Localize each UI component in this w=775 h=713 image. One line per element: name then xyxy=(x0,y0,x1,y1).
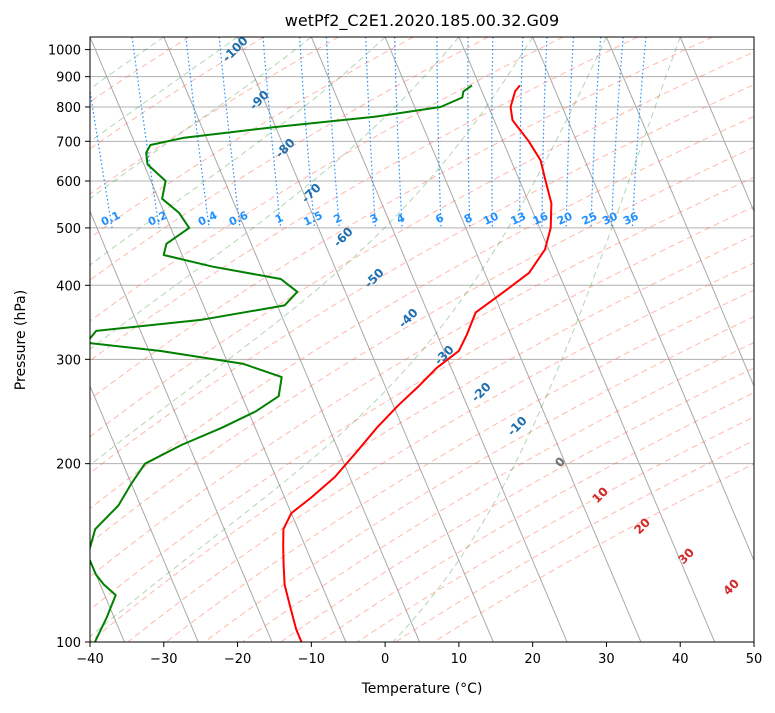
chart-title: wetPf2_C2E1.2020.185.00.32.G09 xyxy=(285,11,559,31)
isotherm-line xyxy=(90,37,346,642)
dry-adiabat-line xyxy=(243,37,775,642)
y-tick-label: 700 xyxy=(56,135,81,150)
moist-adiabat-line xyxy=(393,37,680,642)
mixing-ratio-label: 13 xyxy=(509,210,528,228)
mixing-ratio-line xyxy=(437,37,441,228)
mixing-ratio-label: 0.2 xyxy=(146,209,169,229)
mixing-ratio-label: 25 xyxy=(580,210,599,228)
mixing-ratio-line xyxy=(492,37,493,228)
y-tick-label: 100 xyxy=(56,636,81,651)
dry-adiabat-line xyxy=(357,37,775,642)
y-tick-label: 600 xyxy=(56,175,81,190)
dry-adiabat-line xyxy=(396,37,775,642)
dry-adiabat-line xyxy=(0,37,638,642)
y-tick-label: 900 xyxy=(56,71,81,86)
series-layer xyxy=(87,85,552,642)
y-tick-label: 200 xyxy=(56,458,81,473)
mixing-ratio-label: 6 xyxy=(433,211,446,226)
dry-adiabat-line xyxy=(128,37,775,642)
dry-adiabat-line xyxy=(0,37,563,642)
dry-adiabat-line xyxy=(0,37,775,642)
dry-adiabat-line xyxy=(90,37,775,642)
axis-layer: 1002003004005006007008009001000−40−30−20… xyxy=(48,44,762,667)
mixing-ratio-layer xyxy=(82,37,646,228)
mixing-ratio-line xyxy=(566,37,573,228)
mixing-ratio-line xyxy=(395,37,403,228)
x-tick-label: 40 xyxy=(672,652,689,667)
mixing-ratio-label: 3 xyxy=(368,211,380,226)
mixing-ratio-label: 2 xyxy=(332,211,344,226)
mixing-ratio-line xyxy=(612,37,624,228)
mixing-ratio-label: 0.6 xyxy=(227,209,250,229)
moist-adiabat-line xyxy=(0,37,385,642)
mixing-ratio-line xyxy=(366,37,376,228)
temperature-label: 40 xyxy=(720,576,742,598)
x-tick-label: −10 xyxy=(298,652,325,667)
y-tick-label: 400 xyxy=(56,279,81,294)
isotherm-label: -80 xyxy=(273,136,298,161)
adiabat-layer xyxy=(0,37,775,642)
mixing-ratio-label: 1 xyxy=(273,211,285,226)
isotherm-line xyxy=(0,37,198,642)
x-tick-label: 30 xyxy=(598,652,615,667)
mixing-ratio-line xyxy=(82,37,112,228)
mixing-ratio-label: 1.5 xyxy=(301,209,324,229)
moist-adiabat-line xyxy=(84,37,607,642)
x-tick-label: −30 xyxy=(150,652,177,667)
temperature-label: 0 xyxy=(552,454,568,470)
isotherm-label: -70 xyxy=(299,181,324,206)
dry-adiabat-line xyxy=(434,37,775,642)
temperature-label: 10 xyxy=(589,484,611,506)
mixing-ratio-label: 4 xyxy=(395,211,408,226)
isotherm-label: -40 xyxy=(396,306,421,331)
mixing-ratio-line xyxy=(186,37,209,228)
temperature-label: 20 xyxy=(631,515,653,537)
y-axis-label: Pressure (hPa) xyxy=(13,290,29,390)
mixing-ratio-line xyxy=(468,37,470,228)
isotherm-line xyxy=(385,37,641,642)
x-tick-label: −40 xyxy=(76,652,103,667)
dry-adiabat-line xyxy=(281,37,775,642)
dry-adiabat-line xyxy=(0,37,339,642)
isotherm-line xyxy=(16,37,272,642)
moist-adiabat-line xyxy=(0,37,459,642)
isotherm-line xyxy=(680,37,775,642)
dry-adiabat-line xyxy=(0,37,775,642)
grid-layer xyxy=(0,37,775,642)
y-tick-label: 1000 xyxy=(48,44,81,59)
mixing-ratio-label: 20 xyxy=(555,209,575,227)
isotherm-label: -10 xyxy=(505,414,530,439)
dewpoint-profile-line xyxy=(87,85,473,642)
mixing-ratio-label: 0.4 xyxy=(196,209,219,229)
x-tick-label: 20 xyxy=(524,652,541,667)
dry-adiabat-line xyxy=(0,37,713,642)
x-tick-label: 50 xyxy=(746,652,763,667)
y-tick-label: 500 xyxy=(56,222,81,237)
x-axis-label: Temperature (°C) xyxy=(361,681,483,697)
x-tick-label: −20 xyxy=(224,652,251,667)
mixing-ratio-label: 36 xyxy=(621,209,641,227)
temperature-label: 30 xyxy=(675,545,697,567)
mixing-ratio-label: 30 xyxy=(600,209,620,227)
mixing-ratio-label: 0.1 xyxy=(99,209,122,229)
dry-adiabat-line xyxy=(0,37,775,642)
y-tick-label: 300 xyxy=(56,353,81,368)
dry-adiabat-line xyxy=(0,37,775,642)
mixing-ratio-label: 10 xyxy=(481,209,501,227)
isotherm-label: -20 xyxy=(469,380,494,405)
dry-adiabat-line xyxy=(0,37,264,642)
y-tick-label: 800 xyxy=(56,101,81,116)
isotherm-label: -50 xyxy=(362,266,387,291)
dry-adiabat-line xyxy=(0,37,488,642)
x-tick-label: 0 xyxy=(381,652,389,667)
x-tick-label: 10 xyxy=(451,652,468,667)
isotherm-line xyxy=(754,37,775,642)
